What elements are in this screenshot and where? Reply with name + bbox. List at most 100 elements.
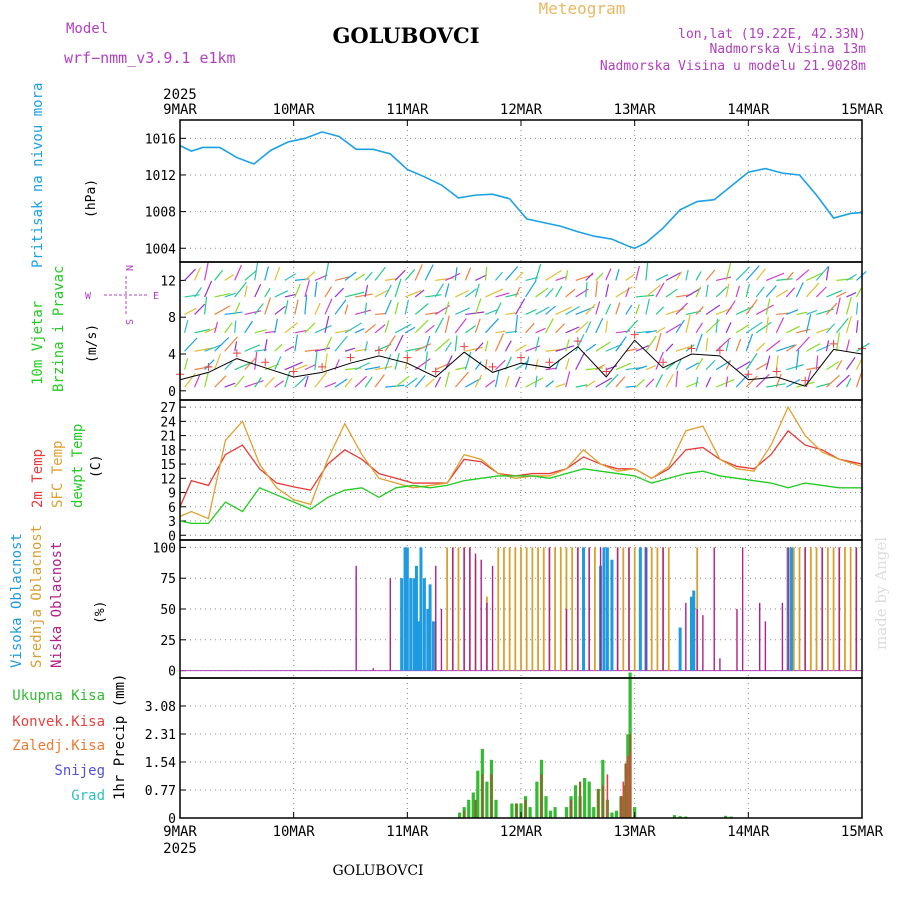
wind-arrow (334, 378, 348, 388)
wind-arrow (314, 325, 332, 334)
wind-arrow (264, 297, 272, 315)
precip-bar (458, 812, 462, 818)
wind-arrow (775, 373, 782, 388)
wind-arrow (194, 347, 213, 352)
wind-arrow (856, 342, 870, 352)
wind-arrow (795, 349, 800, 370)
wind-arrow (424, 351, 429, 370)
cloud-bar-mid (633, 547, 636, 671)
wind-arrow (655, 326, 666, 334)
wind-arrow (786, 378, 801, 388)
watermark: made by Angel (872, 537, 890, 650)
cloud-bar-high (405, 547, 409, 671)
wind-arrow (845, 296, 852, 315)
wind-arrow (504, 340, 512, 352)
wind-arrow (735, 373, 749, 388)
wind-arrow (384, 335, 396, 352)
cloud-bar-high (426, 609, 430, 671)
y-tick-label: 9 (168, 487, 176, 502)
cloud-bar-high (403, 547, 407, 671)
wind-arrow (304, 364, 316, 371)
wind-arrow (505, 312, 516, 316)
wind-arrow (715, 286, 728, 298)
wind-arrow (434, 376, 442, 388)
wind-arrow (565, 288, 576, 298)
wind-arrow (685, 287, 702, 298)
wind-arrow (705, 359, 716, 371)
wind-arrow (796, 311, 808, 316)
wind-arrow (745, 265, 760, 281)
wind-arrow (244, 270, 257, 281)
wind-arrow (855, 358, 863, 370)
wind-arrow (434, 317, 444, 334)
wind-arrow (444, 283, 450, 298)
wind-arrow (274, 305, 286, 315)
wind-arrow (625, 348, 638, 352)
wind-arrow (735, 324, 750, 334)
cloud-bar-low (452, 547, 454, 671)
wind-arrow (695, 376, 699, 388)
wind-arrow (725, 360, 732, 370)
wind-gust-marker (744, 370, 753, 379)
wind-arrow (555, 285, 563, 298)
y-tick-label: 1008 (145, 206, 176, 221)
wind-arrow (244, 285, 248, 298)
wind-arrow (425, 311, 439, 316)
wind-arrow (414, 289, 425, 298)
wind-arrow (214, 336, 230, 352)
wind-arrow (545, 269, 562, 281)
wind-arrow (585, 367, 604, 371)
wind-arrow (284, 370, 291, 388)
wind-arrow (785, 344, 797, 352)
wind-arrow (404, 299, 409, 315)
cloud-bar-high (638, 547, 642, 671)
wind-arrow (675, 345, 692, 352)
cloud-bar-mid (571, 547, 574, 671)
y-axis-unit: (C) (89, 455, 104, 478)
wind-gust-marker (630, 330, 639, 339)
wind-arrow (595, 301, 601, 315)
cloud-bar-high (419, 547, 423, 671)
cloud-bar-low (838, 547, 840, 671)
wind-gust-marker (545, 358, 554, 367)
wind-arrow (675, 271, 683, 281)
wind-arrow (635, 304, 640, 315)
wind-arrow (545, 367, 558, 371)
cloud-bar-mid (792, 547, 795, 671)
cloud-bar-high (690, 596, 693, 671)
model-label: Model (66, 21, 108, 37)
wind-arrow (525, 279, 537, 298)
wind-arrow (344, 271, 357, 281)
wind-arrow (244, 379, 264, 388)
wind-arrow (494, 302, 502, 315)
y-axis-label-2: Brzina i Pravac (51, 266, 67, 392)
wind-arrow (545, 305, 556, 315)
wind-arrow (735, 266, 751, 281)
wind-arrow (364, 366, 381, 371)
precip-bar (535, 781, 539, 818)
wind-arrow (374, 374, 385, 388)
wind-arrow (615, 286, 633, 298)
wind-arrow (555, 276, 567, 281)
wind-arrow (464, 267, 472, 281)
wind-arrow (755, 373, 770, 388)
wind-arrow (424, 324, 435, 334)
wind-arrow (494, 370, 500, 388)
wind-arrow (484, 266, 488, 281)
wind-arrow (525, 345, 541, 352)
wind-arrow (475, 274, 488, 281)
wind-arrow (465, 325, 476, 334)
wind-arrow (816, 382, 832, 388)
wind-arrow (384, 320, 390, 334)
cloud-bar-low (588, 547, 590, 671)
wind-arrow (204, 326, 218, 334)
wind-arrow (374, 266, 386, 281)
wind-gust-marker (346, 353, 355, 362)
wind-arrow (324, 315, 330, 333)
altitude-label: Nadmorska Visina 13m (709, 42, 866, 57)
wind-arrow (755, 342, 766, 352)
wind-arrow (685, 314, 691, 333)
wind-arrow (454, 335, 458, 352)
wind-arrow (815, 355, 819, 370)
